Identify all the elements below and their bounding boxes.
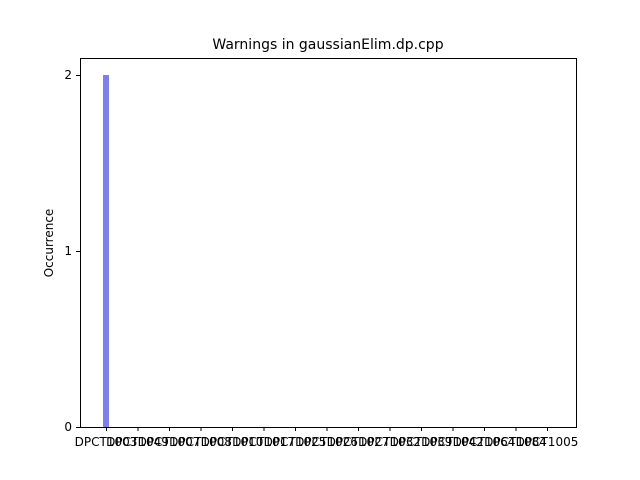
x-tick-label-dpct1064: DPCT1064 [453, 435, 516, 449]
x-tick-label-dpct1003: DPCT1003 [75, 435, 138, 449]
bar-dpct1003 [103, 75, 109, 427]
y-axis-label: Occurrence [42, 209, 56, 278]
y-tick-label: 1 [64, 244, 72, 258]
plot-frame [80, 58, 577, 428]
x-tick-label-dpct1039: DPCT1039 [390, 435, 453, 449]
x-ticks-group: DPCT1003DPCT1049DPCT1007DPCT1008DPCT1010… [75, 427, 579, 449]
x-tick-label-dpct1007: DPCT1007 [138, 435, 201, 449]
chart-title: Warnings in gaussianElim.dp.cpp [212, 37, 443, 53]
x-tick-label-dpct1025: DPCT1025 [264, 435, 327, 449]
x-tick-label-dpct1010: DPCT1010 [201, 435, 264, 449]
y-ticks-group: 0 1 2 [64, 68, 80, 434]
bars-group [103, 75, 109, 427]
x-tick-label-dpct1008: DPCT1008 [169, 435, 232, 449]
y-tick-label: 2 [64, 68, 72, 82]
x-tick-label-dpct1032: DPCT1032 [358, 435, 421, 449]
x-tick-label-dpct1084: DPCT1084 [484, 435, 547, 449]
x-tick-label-dpct1017: DPCT1017 [232, 435, 295, 449]
x-tick-label-dpct1042: DPCT1042 [421, 435, 484, 449]
x-tick-label-dpct1005: DPCT1005 [516, 435, 579, 449]
x-tick-label-dpct1026: DPCT1026 [295, 435, 358, 449]
x-tick-label-dpct1027: DPCT1027 [327, 435, 390, 449]
y-tick-label: 0 [64, 420, 72, 434]
x-tick-label-dpct1049: DPCT1049 [106, 435, 169, 449]
